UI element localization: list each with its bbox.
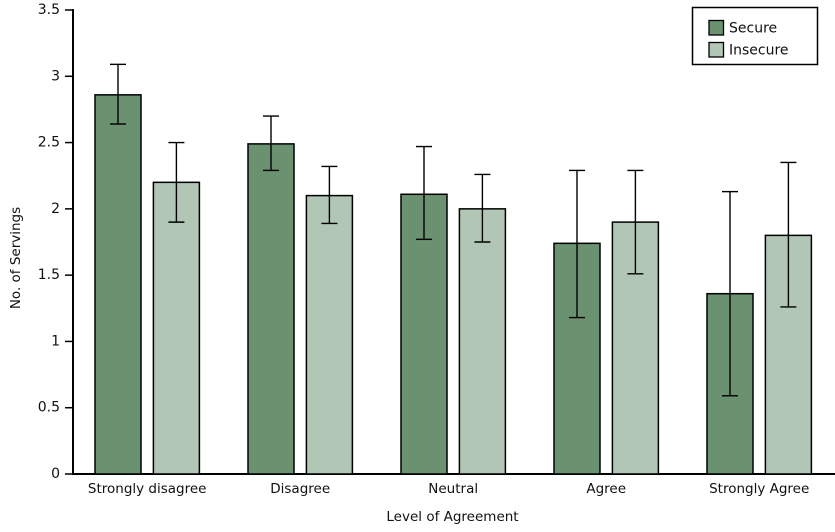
y-tick-label: 2.5 — [38, 135, 60, 151]
legend-swatch-insecure — [708, 41, 725, 58]
bar-insecure-1 — [305, 194, 354, 475]
y-tick-label: 3.5 — [38, 2, 60, 18]
y-tick-label: 1.5 — [38, 267, 60, 283]
bar-insecure-2 — [458, 208, 507, 475]
bar-secure-0 — [94, 94, 142, 475]
y-axis-title: No. of Servings — [8, 207, 24, 309]
x-category-label: Strongly disagree — [88, 481, 207, 497]
y-tick-label: 0.5 — [38, 400, 60, 416]
x-category-label: Agree — [586, 481, 626, 497]
legend-swatch-secure — [708, 19, 725, 36]
x-axis-title: Level of Agreement — [386, 509, 518, 525]
y-tick-label: 3 — [51, 68, 60, 84]
bar-secure-1 — [247, 143, 295, 475]
x-category-label: Disagree — [270, 481, 330, 497]
bar-insecure-0 — [152, 181, 201, 475]
y-tick-label: 1 — [51, 333, 60, 349]
x-category-label: Strongly Agree — [709, 481, 809, 497]
x-category-label: Neutral — [428, 481, 478, 497]
legend-label-secure: Secure — [729, 21, 777, 37]
legend: Secure Insecure — [691, 6, 819, 66]
y-tick-label: 2 — [51, 201, 60, 217]
legend-label-insecure: Insecure — [729, 43, 789, 59]
y-tick-label: 0 — [51, 466, 60, 482]
bar-secure-2 — [400, 193, 448, 475]
